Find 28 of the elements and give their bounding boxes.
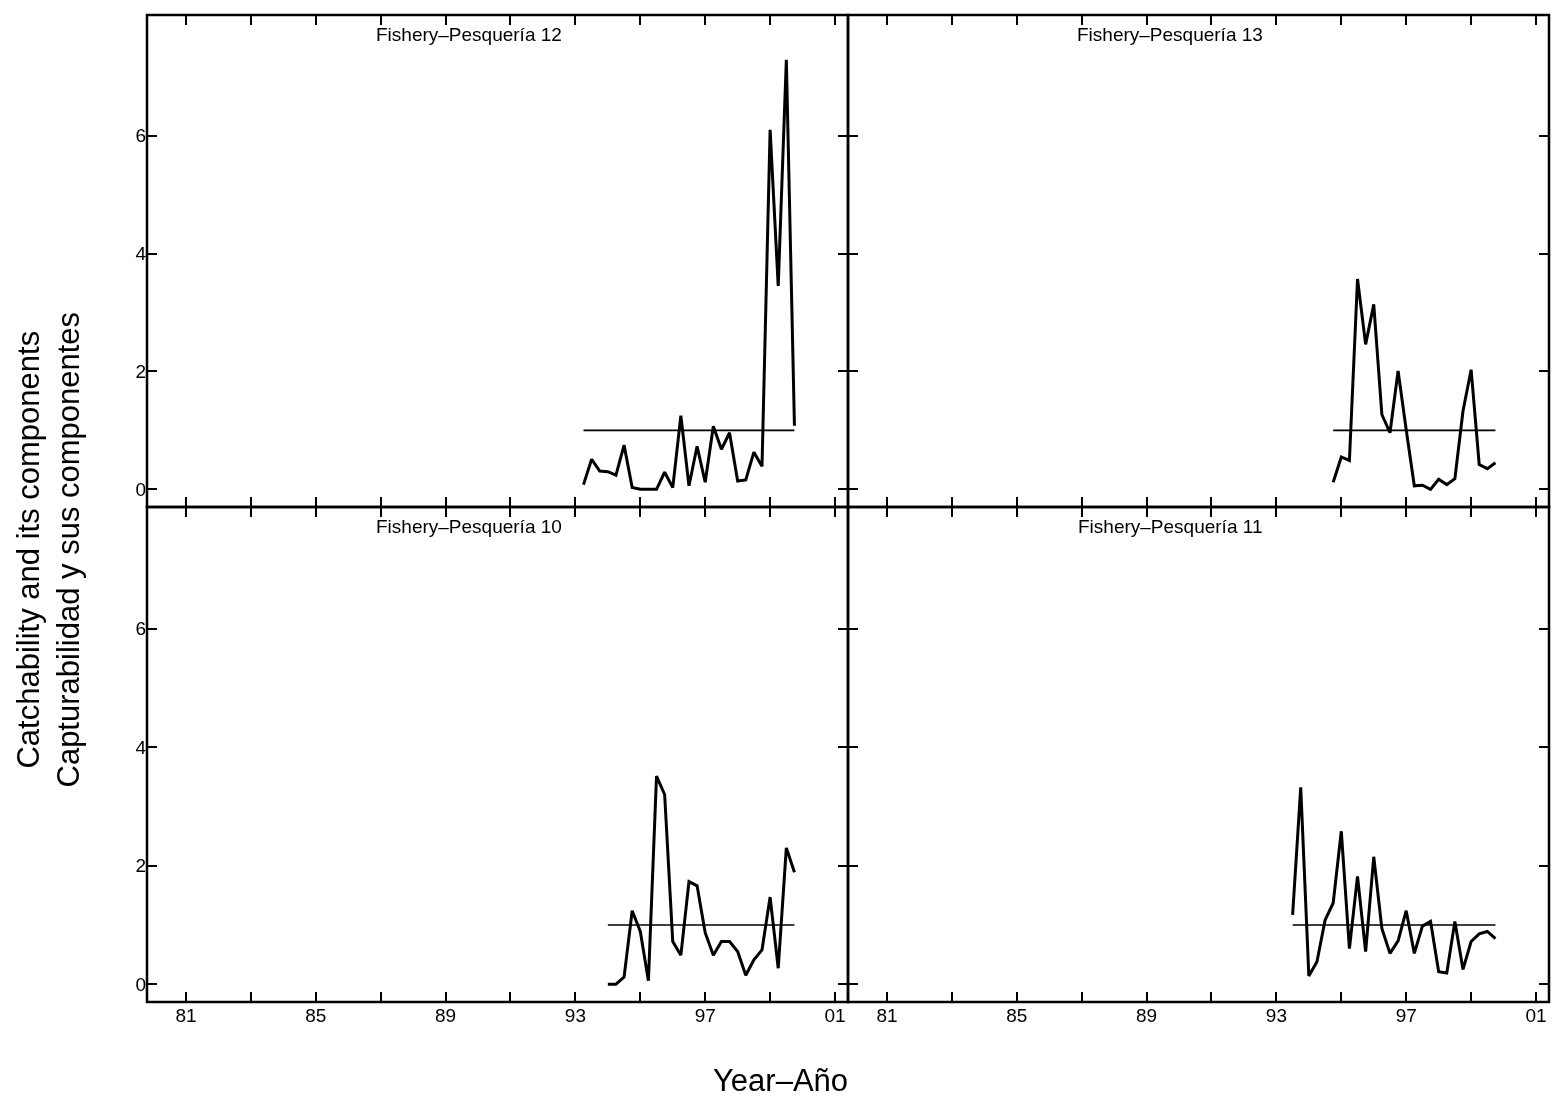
x-tick-label: 01 bbox=[1525, 1005, 1547, 1026]
y-tick-label: 0 bbox=[135, 973, 146, 995]
line-series bbox=[606, 774, 796, 986]
x-tick-label: 81 bbox=[876, 1005, 898, 1026]
y-tick-label: 0 bbox=[135, 478, 146, 500]
text: Fishery–Pesquería 13 bbox=[1077, 24, 1263, 45]
x-tick-label: 93 bbox=[1265, 1005, 1287, 1026]
line-series bbox=[582, 58, 796, 491]
y-tick-label: 6 bbox=[135, 125, 146, 147]
y-axis-title: Catchability and its components Capturabilidad y sus componentes bbox=[10, 311, 86, 788]
x-axis-title: Year–Año bbox=[713, 1063, 849, 1098]
x-tick-label: 97 bbox=[694, 1005, 716, 1026]
x-tick-label: 97 bbox=[1395, 1005, 1417, 1026]
text: Fishery–Pesquería 10 bbox=[376, 516, 562, 537]
x-tick-label: 85 bbox=[1006, 1005, 1028, 1026]
y-tick-label: 2 bbox=[135, 361, 146, 383]
y-tick-label: 4 bbox=[135, 243, 147, 265]
y-tick-label: 2 bbox=[135, 855, 146, 877]
x-tick-label: 85 bbox=[305, 1005, 327, 1026]
x-tick-label: 81 bbox=[175, 1005, 197, 1026]
x-tick-label: 89 bbox=[1136, 1005, 1158, 1026]
x-tick-label: 01 bbox=[824, 1005, 846, 1026]
text: Fishery–Pesquería 12 bbox=[376, 24, 562, 45]
x-tick-label: 89 bbox=[435, 1005, 457, 1026]
text: Fishery–Pesquería 11 bbox=[1078, 516, 1263, 537]
x-tick-label: 93 bbox=[564, 1005, 586, 1026]
y-tick-label: 4 bbox=[135, 736, 147, 758]
y-tick-label: 6 bbox=[135, 618, 146, 640]
